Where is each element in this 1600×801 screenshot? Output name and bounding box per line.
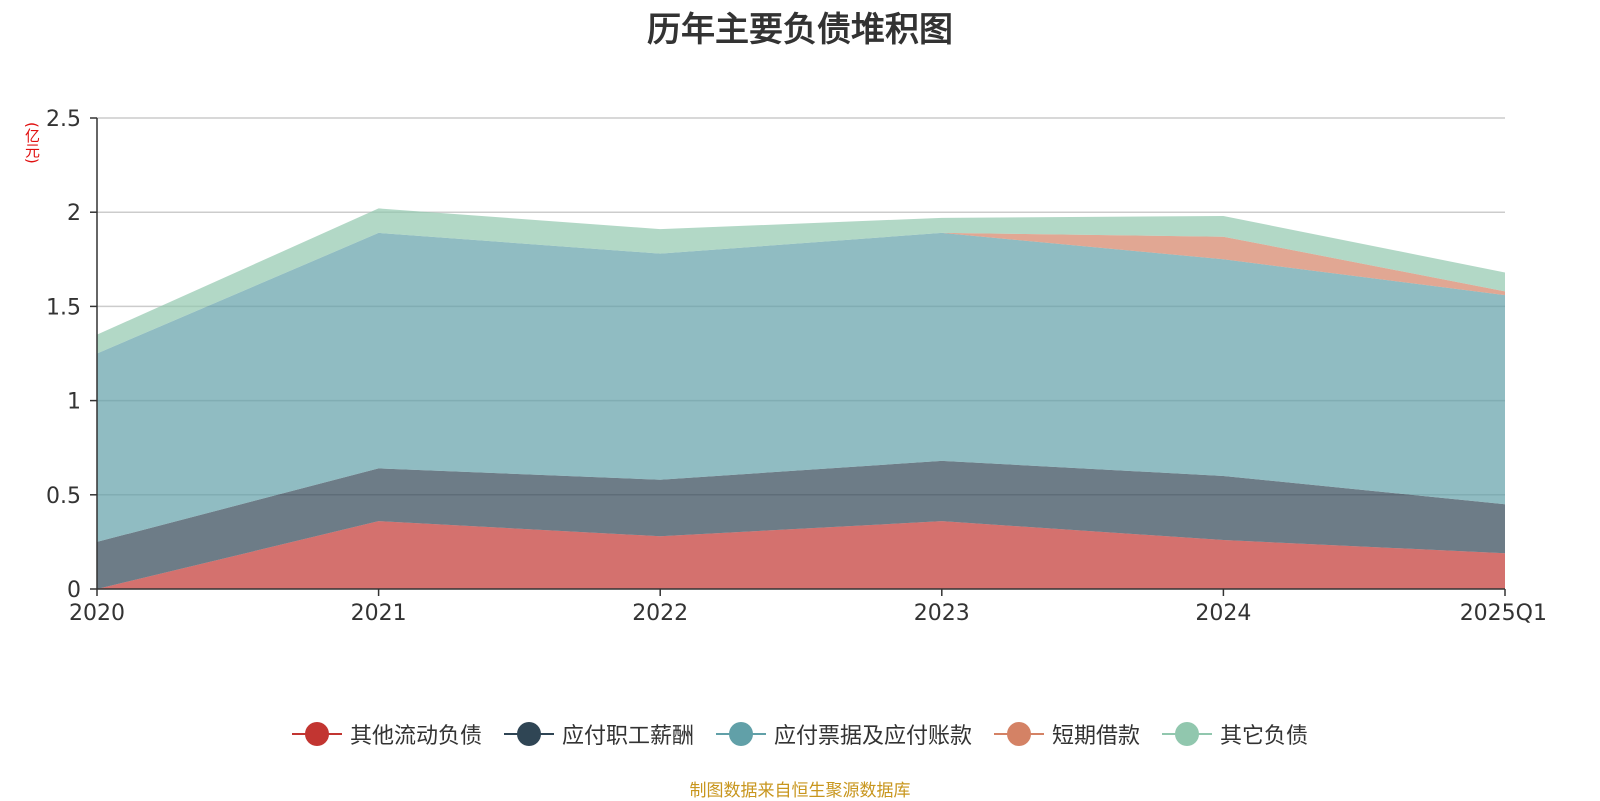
legend-label: 其它负债 [1220,724,1309,749]
legend-marker-icon [503,721,554,747]
x-tick-label: 2025Q1 [1460,601,1547,626]
legend-marker-icon [1162,721,1213,747]
x-tick-label: 2024 [1195,601,1251,626]
legend-marker-icon [291,721,342,747]
legend: 其他流动负债 应付职工薪酬 应付票据及应付账款 短期借款 其它负债 [0,718,1600,750]
series-areas [97,208,1505,589]
legend-marker-icon [994,721,1044,747]
x-tick-label: 2023 [914,601,970,626]
legend-label: 其他流动负债 [349,724,482,749]
y-tick-label: 1.5 [46,295,81,320]
legend-item[interactable]: 其它负债 [1162,718,1308,750]
data-source-note: 制图数据来自恒生聚源数据库 [689,781,911,801]
y-tick-label: 2.5 [46,107,81,132]
y-tick-label: 0 [67,578,81,603]
legend-label: 应付职工薪酬 [561,724,694,749]
y-tick-label: 2 [67,201,81,226]
x-tick-label: 2022 [632,601,688,626]
y-axis-unit: (亿元) [23,122,41,164]
legend-marker-icon [715,721,766,747]
series-area-4 [97,208,1505,354]
legend-label: 短期借款 [1052,724,1141,749]
legend-item[interactable]: 应付票据及应付账款 [715,718,972,750]
legend-item[interactable]: 短期借款 [994,718,1140,750]
y-tick-label: 0.5 [46,484,81,509]
chart-title: 历年主要负债堆积图 [647,10,953,50]
series-area-2 [97,232,1505,542]
legend-item[interactable]: 应付职工薪酬 [503,718,694,750]
series-area-1 [97,460,1505,589]
series-area-0 [97,521,1505,589]
axes: 0 0.5 1 1.5 2 2.5 2020 2021 2022 2023 2024 2025Q1 [46,107,1547,626]
legend-label: 应付票据及应付账款 [773,724,972,749]
y-tick-label: 1 [67,390,81,415]
legend-item[interactable]: 其他流动负债 [291,718,482,750]
x-tick-label: 2021 [351,601,407,626]
x-tick-label: 2020 [69,601,125,626]
